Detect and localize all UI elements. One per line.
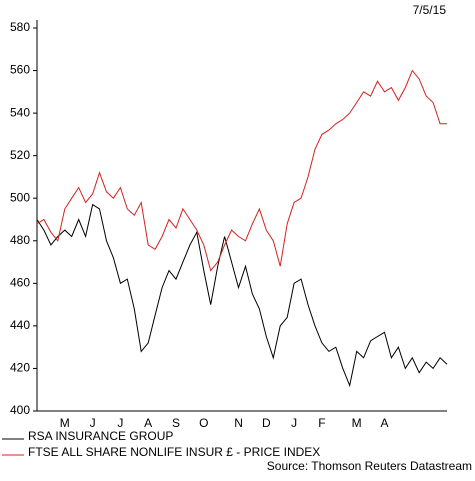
y-tick-label: 560 <box>10 63 30 77</box>
x-tick-label: D <box>262 416 271 430</box>
legend-label: FTSE ALL SHARE NONLIFE INSUR £ - PRICE I… <box>28 445 320 459</box>
y-tick-label: 580 <box>10 20 30 34</box>
x-tick-label: M <box>60 416 70 430</box>
legend-label: RSA INSURANCE GROUP <box>28 429 173 443</box>
y-tick-label: 540 <box>10 105 30 119</box>
x-tick-label: J <box>90 416 96 430</box>
source-label: Source: Thomson Reuters Datastream <box>267 459 472 473</box>
y-tick-label: 400 <box>10 403 30 417</box>
series-line <box>36 203 448 388</box>
x-tick-label: J <box>117 416 123 430</box>
x-tick-label: J <box>291 416 297 430</box>
y-tick-label: 480 <box>10 233 30 247</box>
y-tick-label: 460 <box>10 276 30 290</box>
date-label: 7/5/15 <box>413 3 447 17</box>
x-tick-label: M <box>352 416 362 430</box>
x-tick-label: S <box>172 416 180 430</box>
y-tick-label: 520 <box>10 148 30 162</box>
x-tick-label: N <box>234 416 243 430</box>
x-tick-label: A <box>380 416 388 430</box>
x-tick-label: A <box>144 416 152 430</box>
x-tick-label: F <box>318 416 325 430</box>
series-line <box>36 69 447 272</box>
y-tick-label: 420 <box>10 361 30 375</box>
y-tick-label: 440 <box>10 318 30 332</box>
x-tick-label: O <box>199 416 208 430</box>
y-tick-label: 500 <box>10 190 30 204</box>
